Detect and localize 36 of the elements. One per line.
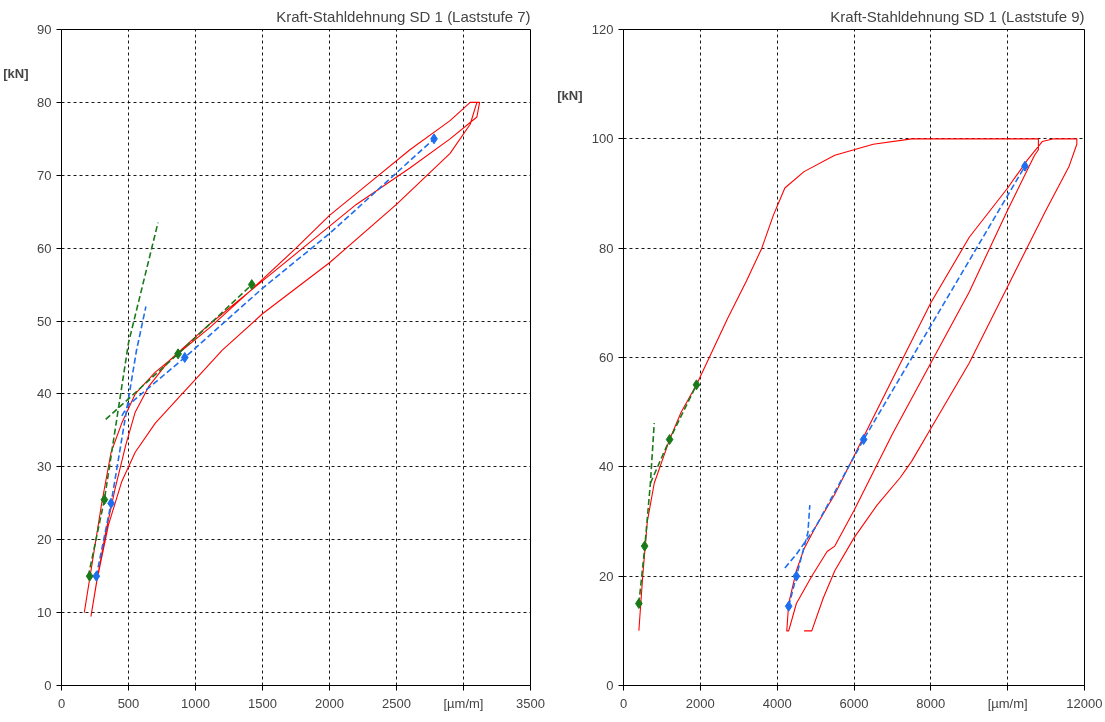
y-tick-label: 40 xyxy=(599,459,614,475)
x-tick-label: [µm/m] xyxy=(987,695,1028,711)
x-tick-label: 3500 xyxy=(516,695,545,711)
x-tick-label: 2000 xyxy=(315,695,344,711)
y-axis-title: [kN] xyxy=(3,65,29,81)
x-tick-label: 0 xyxy=(57,695,66,711)
chart-title: Kraft-Stahldehnung SD 1 (Laststufe 7) xyxy=(276,7,531,25)
x-tick-label: 4000 xyxy=(762,695,792,711)
y-tick-label: 100 xyxy=(591,131,614,147)
y-tick-label: 10 xyxy=(37,605,52,621)
x-tick-label: 2000 xyxy=(685,695,715,711)
y-tick-label: 0 xyxy=(606,678,614,693)
y-tick-label: 90 xyxy=(37,22,52,37)
y-tick-label: 30 xyxy=(37,459,52,475)
y-tick-label: 50 xyxy=(37,313,52,329)
y-tick-label: 60 xyxy=(37,240,52,256)
y-tick-label: 0 xyxy=(44,678,52,693)
y-tick-label: 40 xyxy=(37,386,52,402)
x-tick-label: 1000 xyxy=(181,695,210,711)
x-tick-label: [µm/m] xyxy=(443,695,484,711)
y-tick-label: 20 xyxy=(37,532,52,548)
x-tick-label: 500 xyxy=(117,695,140,711)
x-tick-label: 6000 xyxy=(839,695,869,711)
x-tick-label: 12000 xyxy=(1066,695,1103,711)
y-tick-label: 70 xyxy=(37,167,52,183)
y-tick-label: 120 xyxy=(591,22,614,37)
y-axis-title: [kN] xyxy=(557,87,583,103)
x-tick-label: 0 xyxy=(619,695,628,711)
y-tick-label: 60 xyxy=(599,350,614,365)
x-tick-label: 1500 xyxy=(248,695,277,711)
x-tick-label: 2500 xyxy=(382,695,411,711)
chart-title: Kraft-Stahldehnung SD 1 (Laststufe 9) xyxy=(830,7,1085,25)
y-tick-label: 20 xyxy=(599,568,614,584)
x-tick-label: 8000 xyxy=(916,695,946,711)
y-tick-label: 80 xyxy=(37,94,52,110)
y-tick-label: 80 xyxy=(599,240,614,256)
